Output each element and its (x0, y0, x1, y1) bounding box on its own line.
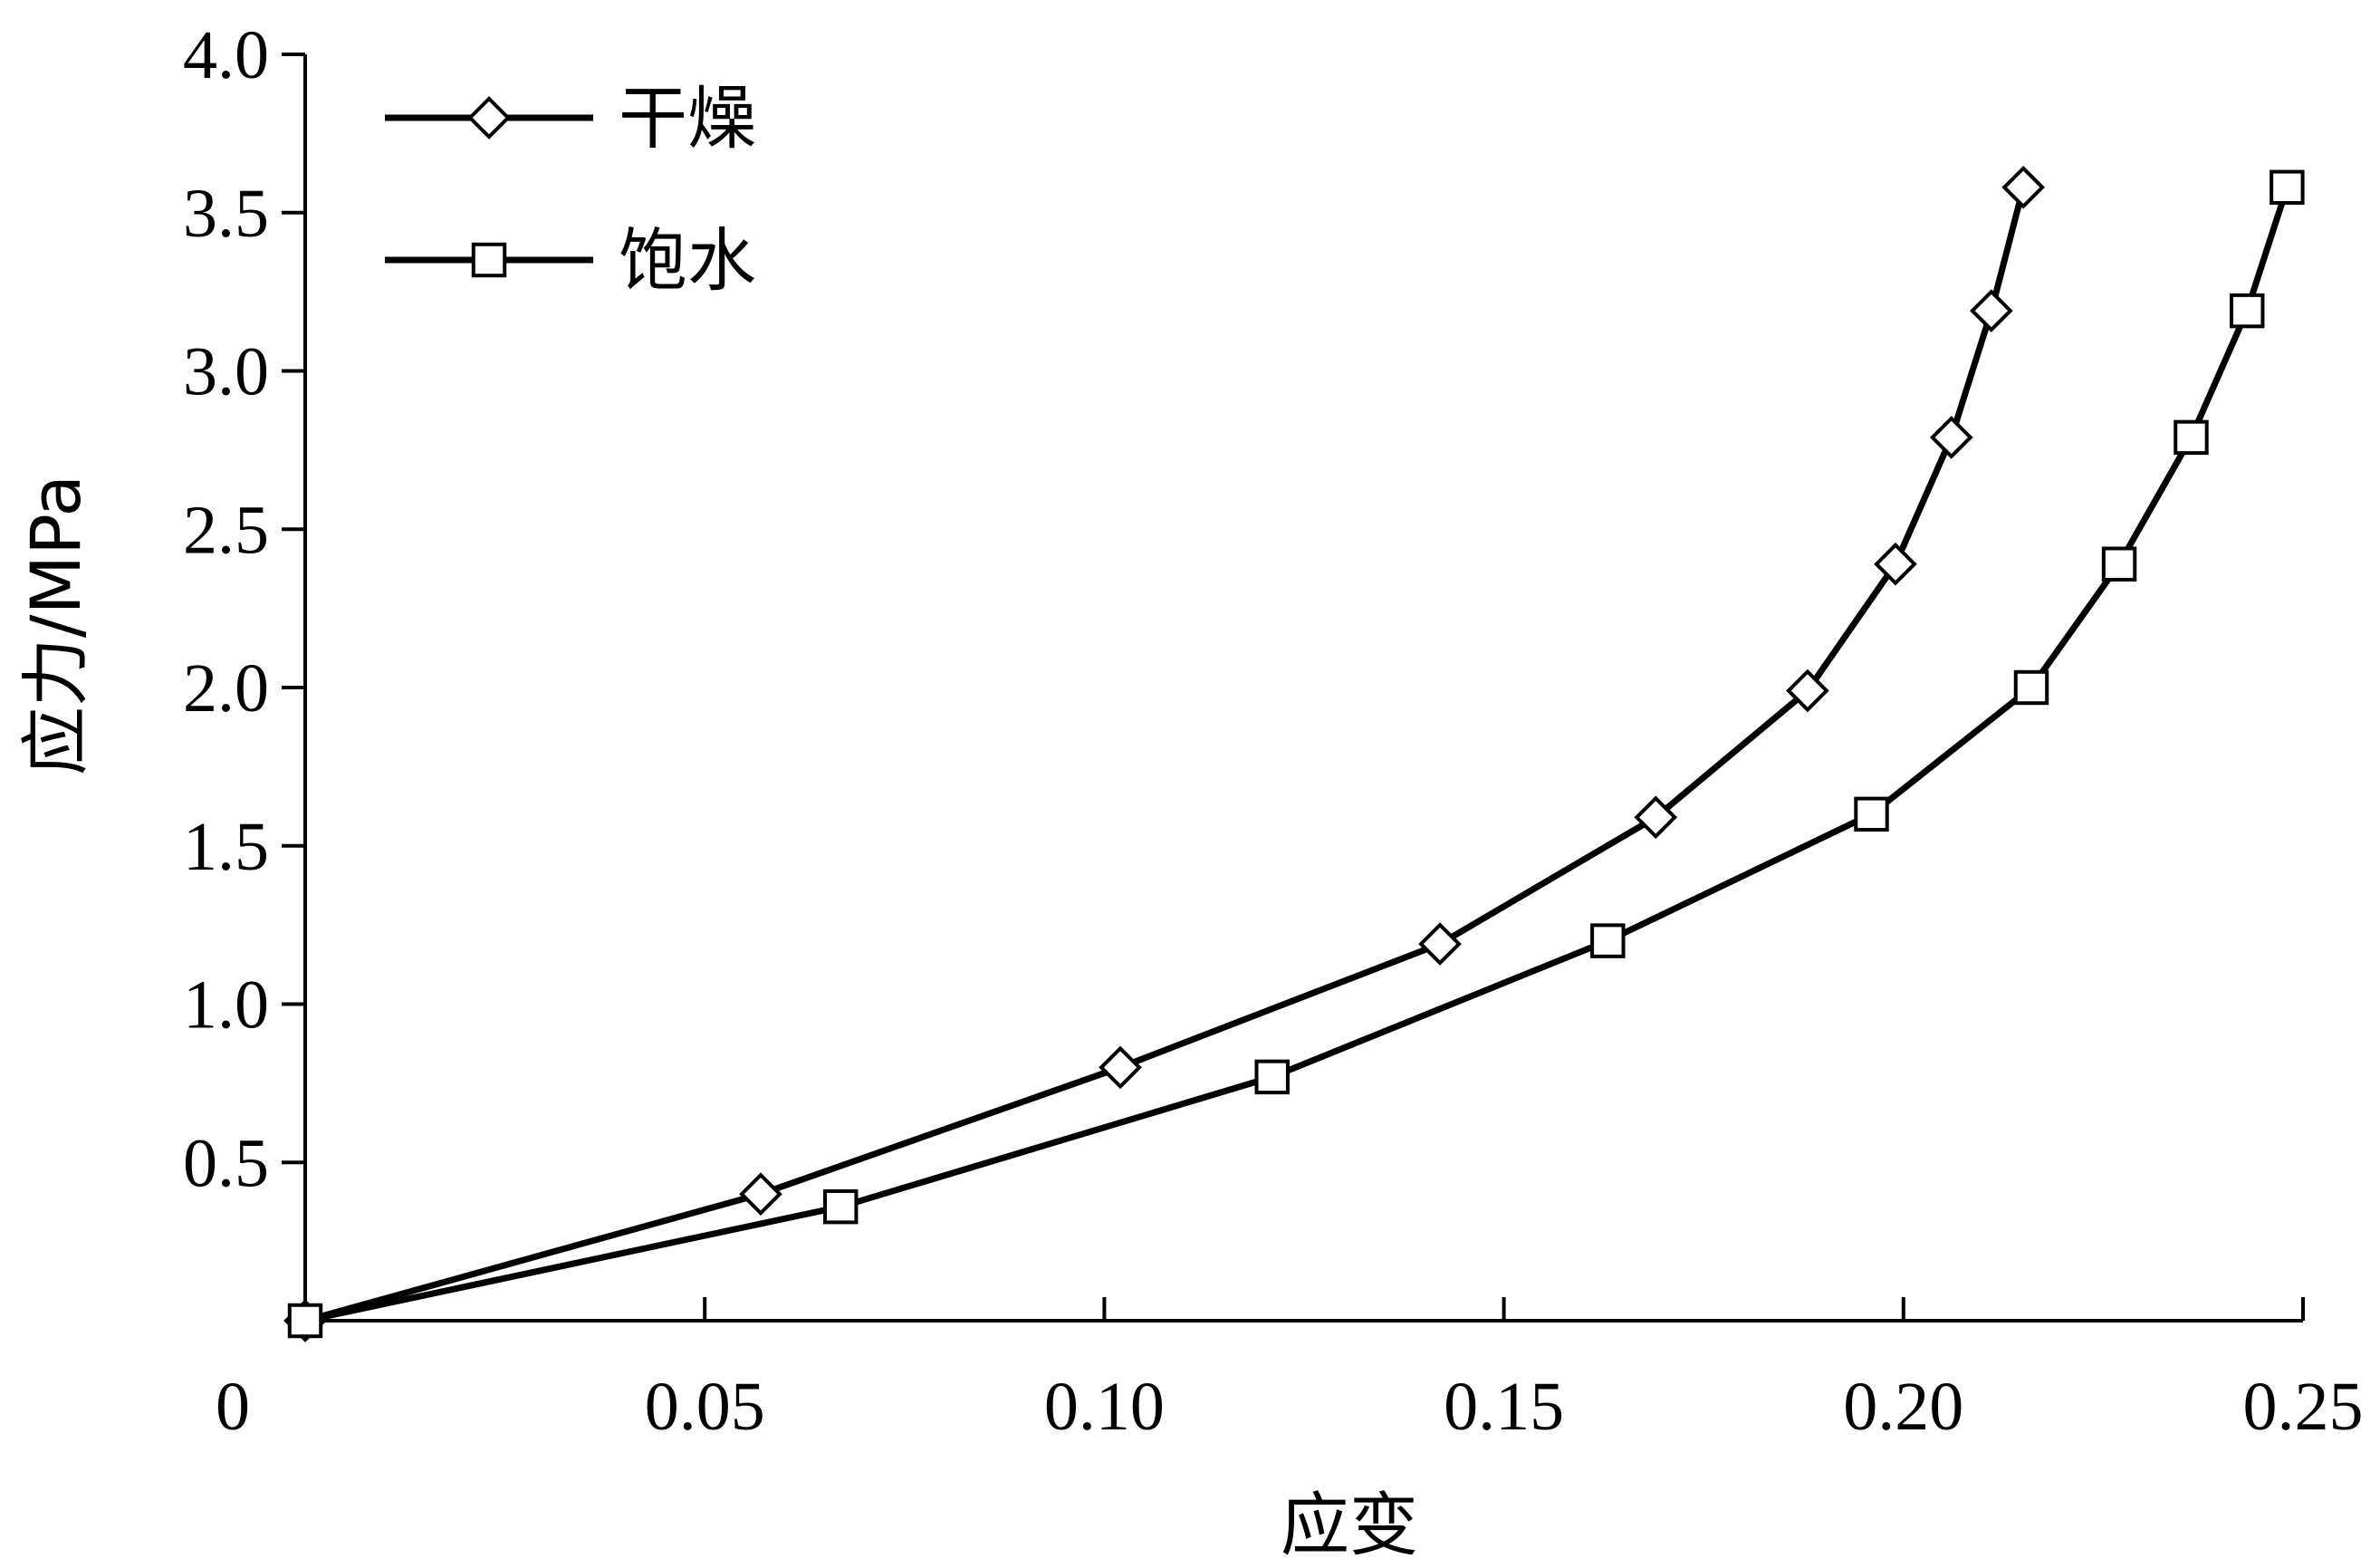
square-marker (287, 1303, 323, 1339)
x-tick-label: 0 (216, 1369, 250, 1445)
diamond-marker (1418, 922, 1462, 966)
series-line (304, 186, 2290, 1324)
diamond-marker (2001, 165, 2045, 209)
square-marker (2013, 669, 2049, 706)
legend-item: 干燥 (385, 78, 756, 159)
diamond-marker (1634, 795, 1678, 840)
square-marker (2174, 419, 2209, 456)
diamond-marker (739, 1172, 782, 1217)
square-marker (1854, 796, 1889, 832)
y-tick-label: 2.0 (183, 650, 269, 726)
square-marker (1590, 923, 1626, 958)
diamond-marker (1099, 1045, 1142, 1090)
y-tick-label: 4.0 (183, 17, 269, 93)
x-tick-label: 0.05 (645, 1369, 765, 1445)
x-tick-label: 0.10 (1044, 1369, 1165, 1445)
y-tick-label: 3.5 (183, 176, 269, 252)
diamond-marker (1874, 542, 1917, 586)
series-2 (287, 169, 2305, 1339)
square-marker (822, 1188, 859, 1225)
legend-diamond-marker (467, 96, 511, 139)
y-tick-label: 0.5 (183, 1125, 269, 1201)
y-tick-label: 2.5 (183, 492, 269, 568)
legend-label: 饱水 (619, 220, 756, 301)
x-ticks: 0 0.05 0.10 0.15 0.20 0.25 (216, 1297, 2364, 1445)
axes (303, 54, 2303, 1323)
legend-square-marker (471, 242, 507, 278)
x-tick-label: 0.25 (2243, 1369, 2364, 1445)
series-1 (283, 165, 2045, 1342)
y-tick-label: 1.0 (183, 967, 269, 1044)
square-marker (1254, 1059, 1290, 1095)
diamond-marker (1929, 416, 1973, 459)
square-marker (2101, 546, 2137, 582)
series-line (304, 186, 2027, 1324)
diamond-marker (1970, 289, 2013, 332)
x-tick-label: 0.20 (1843, 1369, 1963, 1445)
square-marker (2230, 293, 2265, 329)
x-axis-title: 应变 (1281, 1485, 1418, 1565)
x-tick-label: 0.15 (1444, 1369, 1564, 1445)
y-tick-label: 1.5 (183, 809, 269, 885)
legend-item: 饱水 (385, 220, 756, 301)
legend-label: 干燥 (619, 78, 756, 159)
diamond-marker (1786, 669, 1829, 713)
square-marker (2270, 169, 2305, 206)
y-tick-label: 3.0 (183, 334, 269, 410)
y-axis-title: 应力/MPa (15, 475, 96, 775)
y-ticks: 0.5 1.0 1.5 2.0 2.5 3.0 3.5 4.0 (183, 17, 305, 1201)
series-layer (283, 165, 2305, 1342)
